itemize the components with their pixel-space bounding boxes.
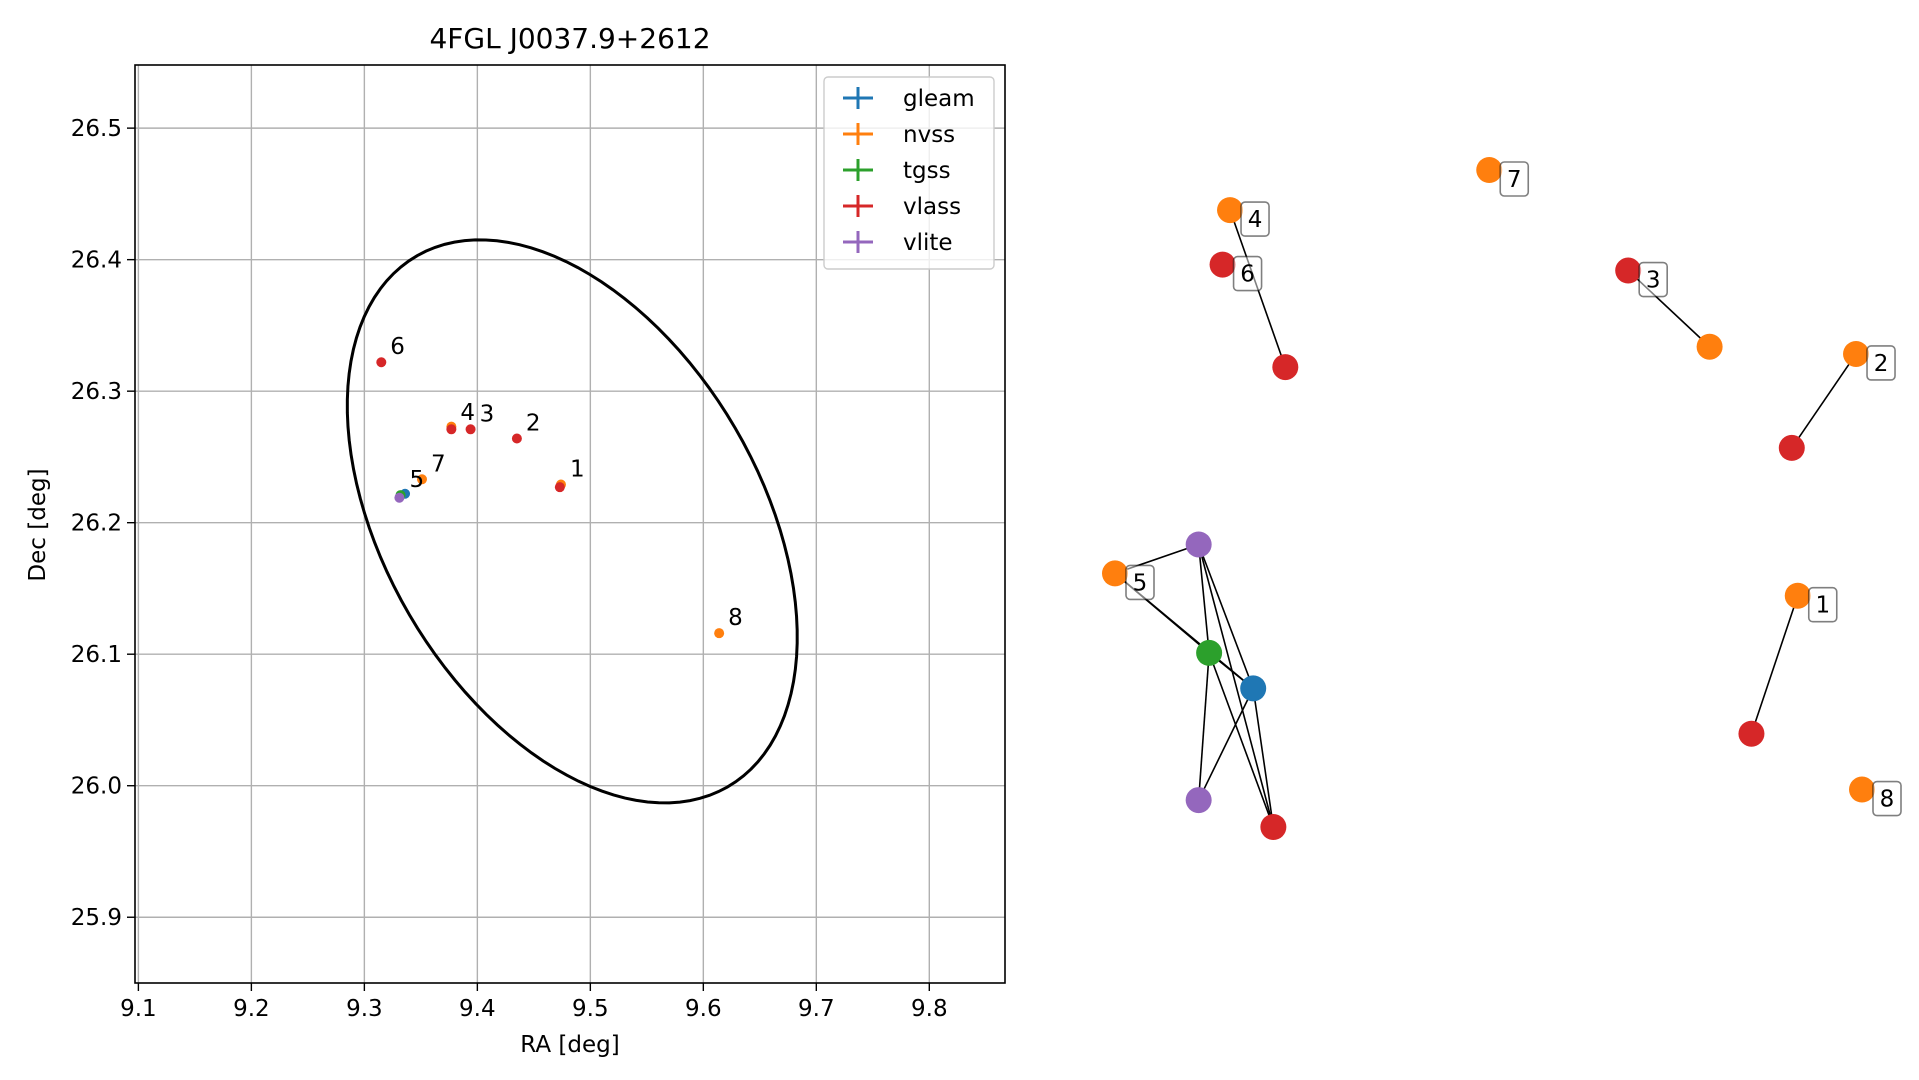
- graph-node-tgss: [1196, 639, 1223, 666]
- plot-frame: [134, 64, 1006, 984]
- legend-box: [823, 76, 995, 270]
- plot-area: [345, 238, 799, 805]
- graph-node-nvss: [1476, 157, 1503, 183]
- graph-node-vlass: [1260, 814, 1287, 840]
- network-graph: 1 2 3 4 5 6 7 8: [1102, 157, 1902, 840]
- point-label: 3: [480, 401, 495, 427]
- point-label: 2: [526, 411, 541, 437]
- graph-node-vlass: [1209, 251, 1236, 278]
- graph-node-vlite: [1185, 531, 1212, 558]
- x-axis-ticks: 9.1 9.2 9.3 9.4 9.5 9.6 9.7 9.8: [120, 983, 948, 1022]
- y-axis-ticks: 25.9 26.0 26.1 26.2 26.3 26.4 26.5: [71, 116, 135, 931]
- graph-node-vlass: [1272, 354, 1299, 381]
- graph-node-nvss: [1217, 197, 1244, 224]
- graph-edge: [1197, 544, 1254, 689]
- graph-node-nvss: [1696, 333, 1723, 360]
- graph-node-nvss: [1102, 560, 1128, 587]
- legend: gleam nvss tgss vlass vlite: [823, 76, 995, 270]
- graph-group-labels: 1 2 3 4 5 6 7 8: [1125, 161, 1902, 817]
- graph-node-vlass: [1615, 257, 1642, 284]
- graph-edge: [1791, 353, 1857, 449]
- legend-label-vlite: vlite: [903, 230, 953, 256]
- point-label: 6: [390, 334, 405, 360]
- group-label: 3: [1646, 268, 1661, 294]
- graph-node-vlite: [1185, 787, 1212, 814]
- data-point-vlass: [511, 433, 522, 444]
- data-point-nvss: [714, 628, 725, 639]
- group-label-box: [1125, 564, 1155, 601]
- graph-edge: [1750, 595, 1799, 734]
- y-axis-label: Dec [deg]: [25, 468, 51, 581]
- graph-node-vlass: [1778, 434, 1805, 461]
- graph-node-nvss: [1784, 582, 1811, 609]
- x-tick-label: 9.2: [233, 996, 270, 1022]
- graph-edge: [1197, 688, 1254, 801]
- graph-edge: [1252, 688, 1275, 828]
- data-points: [376, 357, 725, 639]
- x-tick-label: 9.6: [685, 996, 722, 1022]
- graph-node-vlass: [1738, 720, 1765, 747]
- group-label-box: [1499, 161, 1530, 197]
- graph-node-nvss: [1843, 340, 1870, 367]
- data-point-vlite: [394, 492, 405, 503]
- point-label: 1: [570, 457, 585, 483]
- group-label-box: [1232, 255, 1263, 292]
- point-label: 8: [728, 605, 743, 631]
- x-tick-label: 9.8: [911, 996, 948, 1022]
- graph-edge: [1197, 544, 1275, 828]
- point-label: 7: [431, 451, 446, 477]
- y-tick-label: 26.1: [71, 642, 122, 668]
- graph-node-gleam: [1240, 675, 1267, 702]
- data-point-vlass: [376, 357, 387, 368]
- y-tick-label: 26.3: [71, 379, 122, 405]
- point-label: 5: [410, 467, 425, 493]
- group-label-box: [1872, 780, 1902, 817]
- data-point-vlass: [554, 482, 565, 493]
- graph-edge: [1197, 544, 1210, 653]
- y-tick-label: 26.4: [71, 248, 122, 274]
- group-label: 7: [1507, 167, 1522, 193]
- legend-label-gleam: gleam: [903, 86, 975, 112]
- group-label-box: [1638, 261, 1668, 298]
- group-label: 8: [1880, 787, 1895, 813]
- graph-node-nvss: [1849, 776, 1875, 803]
- y-tick-label: 26.2: [71, 511, 122, 537]
- point-label: 4: [460, 400, 475, 426]
- y-tick-label: 25.9: [71, 905, 122, 931]
- graph-nodes: [1102, 157, 1875, 840]
- legend-label-tgss: tgss: [903, 158, 951, 184]
- x-tick-label: 9.3: [346, 996, 383, 1022]
- group-label: 1: [1815, 593, 1830, 619]
- y-tick-label: 26.0: [71, 774, 122, 800]
- group-label: 2: [1874, 351, 1889, 377]
- x-tick-label: 9.7: [798, 996, 835, 1022]
- x-tick-label: 9.4: [459, 996, 496, 1022]
- data-point-vlass: [465, 424, 476, 435]
- group-label-box: [1240, 201, 1270, 237]
- graph-edge: [1197, 652, 1210, 801]
- x-tick-label: 9.5: [572, 996, 609, 1022]
- legend-label-nvss: nvss: [903, 122, 955, 148]
- chart-title: 4FGL J0037.9+2612: [429, 22, 710, 55]
- y-tick-label: 26.5: [71, 116, 122, 142]
- x-axis-label: RA [deg]: [520, 1032, 619, 1058]
- x-tick-label: 9.1: [120, 996, 157, 1022]
- data-point-nvss: [416, 474, 427, 485]
- group-label: 4: [1248, 207, 1263, 233]
- group-label: 6: [1240, 262, 1255, 288]
- legend-label-vlass: vlass: [903, 194, 961, 220]
- graph-edge: [1208, 652, 1275, 828]
- point-labels: 1 2 34 5 6 7 8: [390, 334, 742, 631]
- group-label-box: [1807, 586, 1838, 623]
- group-label: 5: [1133, 570, 1148, 596]
- localization-ellipse: [345, 238, 799, 805]
- group-label-box: [1866, 345, 1896, 381]
- data-point-vlass: [446, 424, 457, 435]
